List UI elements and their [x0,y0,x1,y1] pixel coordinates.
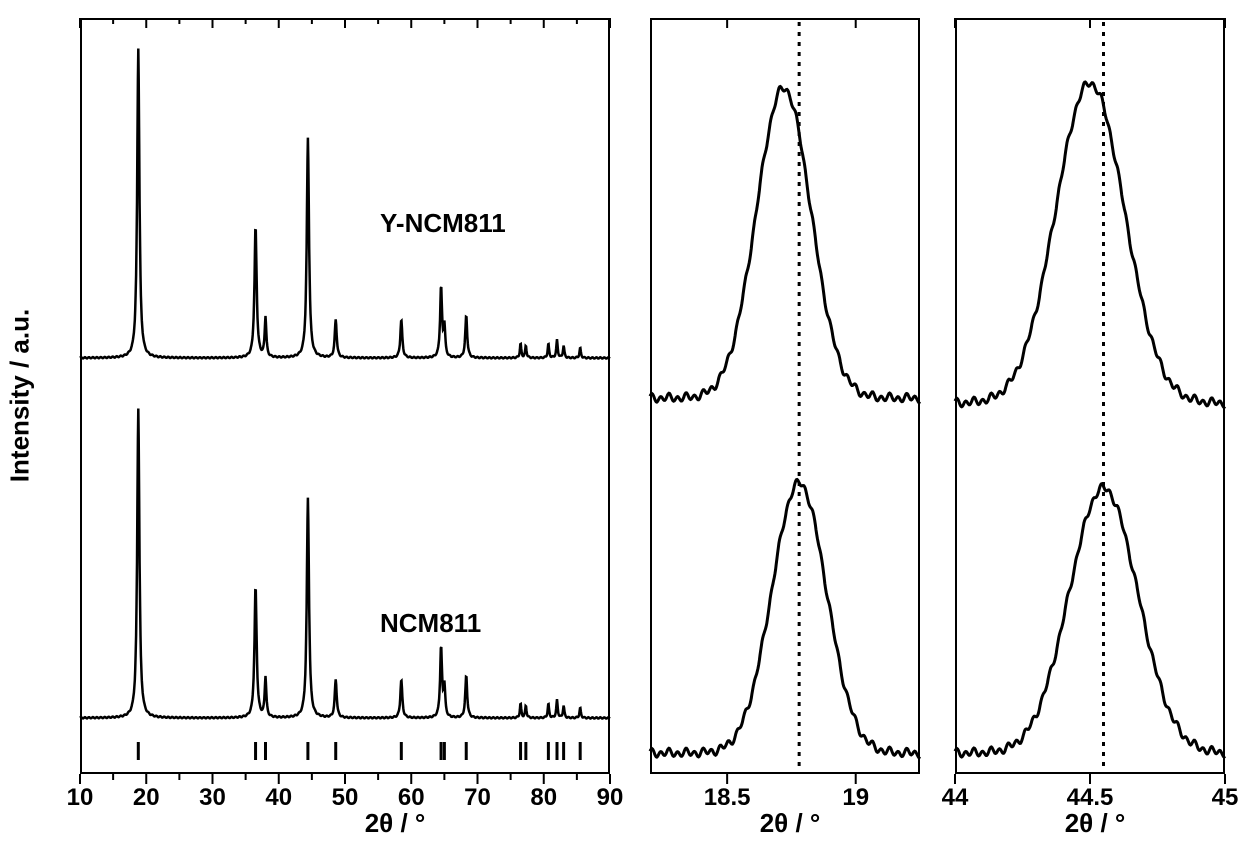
x-tick-label: 44 [942,784,969,812]
x-tick-label: 80 [530,784,557,812]
plot-svg [0,0,1240,852]
x-tick-label: 50 [332,784,359,812]
x-axis-label-zoom1: 2θ / ° [745,808,835,839]
x-tick-label: 45 [1212,784,1239,812]
xrd-figure: Intensity / a.u. Y-NCM811 NCM811 2θ / ° … [0,0,1240,852]
x-tick-label: 20 [133,784,160,812]
x-tick-label: 40 [265,784,292,812]
x-tick-label: 70 [464,784,491,812]
x-tick-label: 10 [67,784,94,812]
x-tick-label: 19 [842,784,869,812]
x-axis-label-main: 2θ / ° [350,808,440,839]
x-tick-label: 18.5 [704,784,751,812]
x-tick-label: 44.5 [1067,784,1114,812]
x-tick-label: 60 [398,784,425,812]
x-tick-label: 30 [199,784,226,812]
x-axis-label-zoom2: 2θ / ° [1050,808,1140,839]
series-label-y-ncm811: Y-NCM811 [380,208,506,239]
x-tick-label: 90 [597,784,624,812]
series-label-ncm811: NCM811 [380,608,481,639]
